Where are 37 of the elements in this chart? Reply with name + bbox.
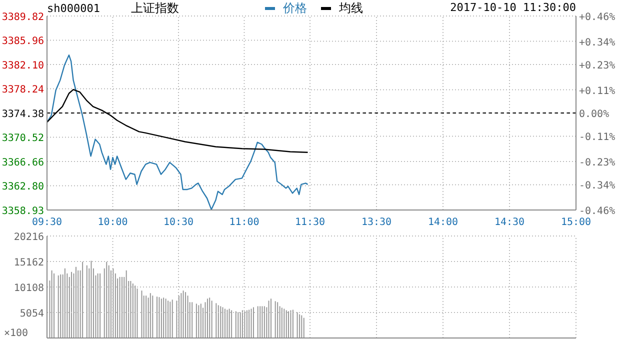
x-tick-label: 14:30 [494,217,525,228]
legend-label: 均线 [338,0,363,16]
y-tick-label: 3374.38 [2,108,44,120]
x-tick-label: 10:30 [163,217,194,228]
x-tick-label: 11:30 [294,217,326,228]
y-tick-label: 20216 [14,232,44,243]
x-tick-label: 11:00 [229,217,260,228]
y-tick-label: 3370.52 [2,133,44,144]
chart-title: 上证指数 [131,0,180,16]
y-tick-label: 3389.82 [2,12,44,23]
y-tick-label: 3385.96 [2,36,44,48]
y2-tick-label: -0.11% [579,132,616,144]
y2-tick-label: +0.46% [579,12,616,23]
y2-tick-label: +0.23% [579,60,616,72]
y2-tick-label: 0.00% [579,109,610,120]
y-tick-label: 3382.10 [2,60,44,72]
y2-tick-label: -0.23% [579,158,616,168]
x-tick-label: 14:00 [428,217,458,228]
x-tick-label: 13:30 [361,217,392,228]
y-tick-label: 3366.66 [2,157,44,168]
y-tick-label: 5054 [20,308,44,320]
y2-tick-label: +0.11% [579,86,616,97]
y2-tick-label: +0.34% [579,37,616,48]
legend-label: 价格 [282,0,307,16]
y-tick-label: 3378.24 [2,84,44,96]
x-tick-label: 15:00 [560,217,592,228]
x-tick-label: 10:00 [98,217,128,228]
chart-subtitle: sh000001 [47,2,101,14]
y-tick-label: 3358.93 [2,206,44,217]
y2-tick-label: -0.34% [579,180,616,192]
text: 2017-10-10 11:30:00 [450,1,576,14]
y-tick-label: 15162 [14,258,44,268]
y2-tick-label: -0.46% [579,206,616,217]
y-tick-label: 10108 [14,283,44,294]
y-axis-title: ×100 [4,328,28,340]
y-tick-label: 3362.80 [2,182,44,193]
x-tick-label: 09:30 [32,217,62,228]
